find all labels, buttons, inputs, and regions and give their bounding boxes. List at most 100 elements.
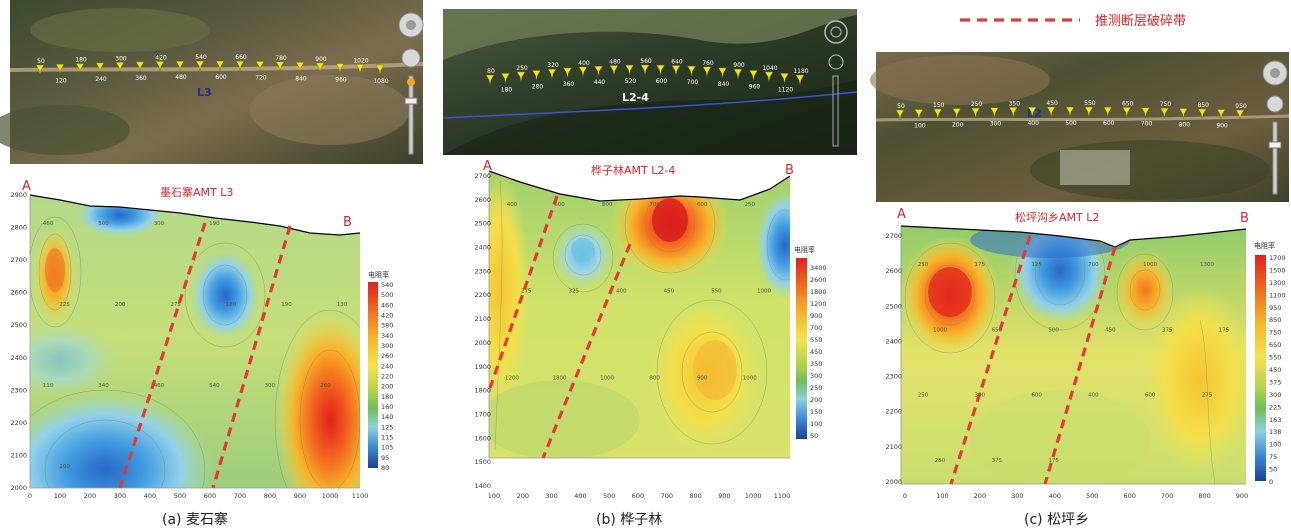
station-pin-icon[interactable] [1084,106,1094,118]
station-pin-icon[interactable] [1065,106,1075,118]
x-tick-label: 400 [144,492,156,500]
station-pin-icon[interactable] [795,74,805,86]
station-pin-icon[interactable] [702,66,712,77]
station-pin-icon[interactable] [75,63,85,74]
station-pin-icon[interactable] [609,65,619,76]
station-pin-icon[interactable] [1027,106,1037,118]
station-pin-icon[interactable] [295,62,305,73]
contour-label: 175 [1048,458,1059,464]
x-tick-label: 900 [718,492,730,500]
station-pin-icon[interactable] [485,74,495,86]
station-label: 600 [1103,120,1115,127]
station-pin-icon[interactable] [175,60,185,72]
panel-a: 50 120 180 240 300 360 420 480 540 600 660 720 780 84… [0,0,424,528]
colorbar-tick-label: 160 [381,403,393,411]
station-pin-icon[interactable] [355,64,365,75]
x-tick-label: 300 [545,492,557,500]
station-pin-icon[interactable] [115,62,125,73]
station-pin-icon[interactable] [1216,109,1226,120]
station-pin-icon[interactable] [335,63,345,74]
station-pin-icon[interactable] [656,64,665,76]
station-pin-icon[interactable] [718,67,727,78]
station-pin-icon[interactable] [733,68,743,80]
station-pin-icon[interactable] [1008,107,1018,118]
station-pin-icon[interactable] [375,64,385,76]
fault-line-b2 [541,243,632,459]
x-tick-label: 700 [234,492,246,500]
station-pin-icon[interactable] [764,71,774,82]
nav-compass-icon-b[interactable] [824,20,848,44]
station-pin-icon[interactable] [1122,107,1132,118]
station-pin-icon[interactable] [687,65,696,77]
station-pin-icon[interactable] [1235,109,1245,121]
station-pin-icon[interactable] [914,109,924,120]
station-label: 1040 [762,65,777,72]
zoom-control-icon-a[interactable] [401,48,421,155]
station-pin-icon[interactable] [1197,108,1207,120]
colorbar-tick-label: 950 [1269,304,1281,312]
station-pin-icon[interactable] [1178,108,1188,119]
station-label: 540 [195,54,207,61]
station-pin-icon[interactable] [135,61,145,72]
station-pin-icon[interactable] [1141,107,1150,118]
station-pin-icon[interactable] [315,62,325,73]
contour-label: 1000 [757,289,771,295]
station-pin-icon[interactable] [501,73,510,84]
station-pin-icon[interactable] [215,60,225,72]
colorbar-tick-label: 225 [1269,403,1281,411]
zoom-control-icon-c[interactable] [1266,95,1284,195]
station-pin-icon[interactable] [547,68,557,80]
station-pin-icon[interactable] [971,107,980,119]
x-tick-label: 0 [28,492,32,500]
station-pin-icon[interactable] [895,109,905,121]
station-pin-icon[interactable] [35,64,45,76]
nav-compass-icon-a[interactable] [398,12,424,38]
station-pin-icon[interactable] [95,62,105,73]
contour-label: 700 [569,462,580,468]
station-pin-icon[interactable] [952,108,962,119]
station-pin-icon[interactable] [578,66,588,77]
y-tick-label: 2300 [10,386,27,394]
contour-label: 800 [521,462,532,468]
colorbar-title-a: 电阻率 [368,270,389,279]
station-pin-icon[interactable] [275,61,285,72]
contour-label: 600 [1145,393,1156,399]
station-pin-icon[interactable] [933,108,943,120]
station-pin-icon[interactable] [155,61,165,72]
station-pin-icon[interactable] [640,64,650,76]
x-tick-label: 200 [974,492,986,500]
station-pin-icon[interactable] [532,70,541,81]
colorbar-tick-label: 250 [810,384,822,392]
station-label: 840 [718,81,730,88]
y-tick-label: 2000 [10,484,27,492]
x-tick-label: 200 [84,492,96,500]
contour-label: 130 [337,302,348,308]
colorbar-tick-label: 150 [810,408,822,416]
station-pin-icon[interactable] [563,67,572,78]
station-pin-icon[interactable] [255,61,265,72]
station-pin-icon[interactable] [780,73,789,84]
station-pin-icon[interactable] [990,107,999,118]
contour-label: 190 [209,221,220,227]
y-tick-label: 2600 [474,196,491,204]
zoom-control-icon-b[interactable] [828,54,844,147]
station-pin-icon[interactable] [55,64,65,75]
station-pin-icon[interactable] [195,60,205,72]
station-pin-icon[interactable] [594,65,603,77]
station-pin-icon[interactable] [1160,107,1169,119]
y-tick-label: 1400 [474,482,491,490]
x-tick-label: 400 [574,492,586,500]
station-label: 900 [733,62,745,69]
station-label: 1080 [373,78,388,85]
nav-compass-icon-c[interactable] [1262,60,1288,86]
station-pin-icon[interactable] [235,60,245,72]
station-pin-icon[interactable] [671,65,681,76]
station-pin-icon[interactable] [1046,106,1056,118]
contour-label: 175 [975,262,986,268]
station-pin-icon[interactable] [749,70,758,81]
station-label: 850 [1197,102,1209,109]
station-pin-icon[interactable] [516,71,526,82]
station-pin-icon[interactable] [1103,106,1113,118]
station-pin-icon[interactable] [625,64,634,76]
